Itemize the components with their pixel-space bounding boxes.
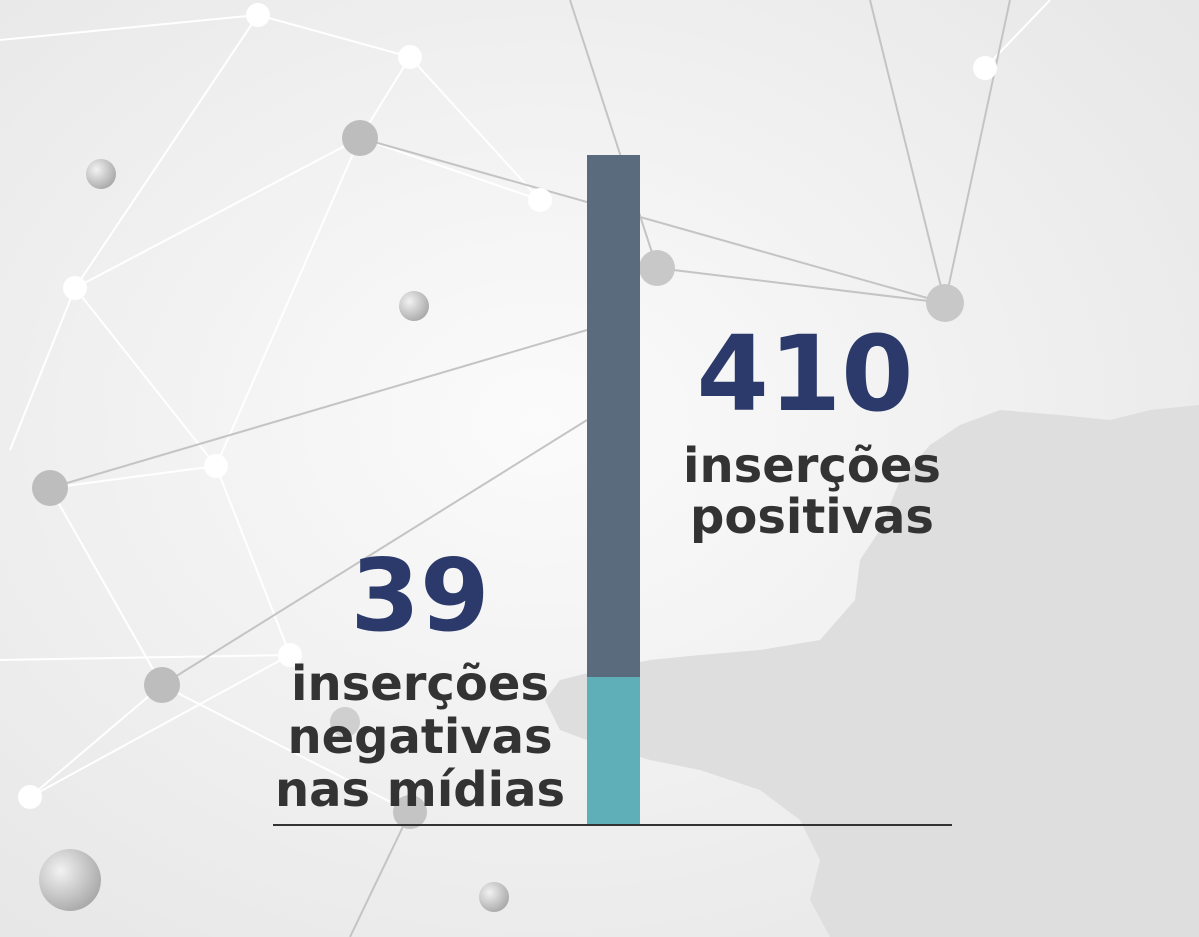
negative-label: negativas xyxy=(287,709,552,765)
positive-label: positivas xyxy=(690,489,934,545)
positive-value: 410 xyxy=(696,313,913,435)
network-lines xyxy=(0,0,1050,812)
map-shape xyxy=(545,405,1199,937)
negative-value: 39 xyxy=(350,537,489,654)
positive-label: inserções xyxy=(683,438,941,494)
network-lines-gray xyxy=(49,0,1011,937)
bar-positive xyxy=(587,155,640,677)
negative-label: inserções xyxy=(291,656,549,712)
network-nodes xyxy=(18,3,997,912)
bar-negative xyxy=(587,677,640,825)
negative-label: nas mídias xyxy=(275,762,565,818)
